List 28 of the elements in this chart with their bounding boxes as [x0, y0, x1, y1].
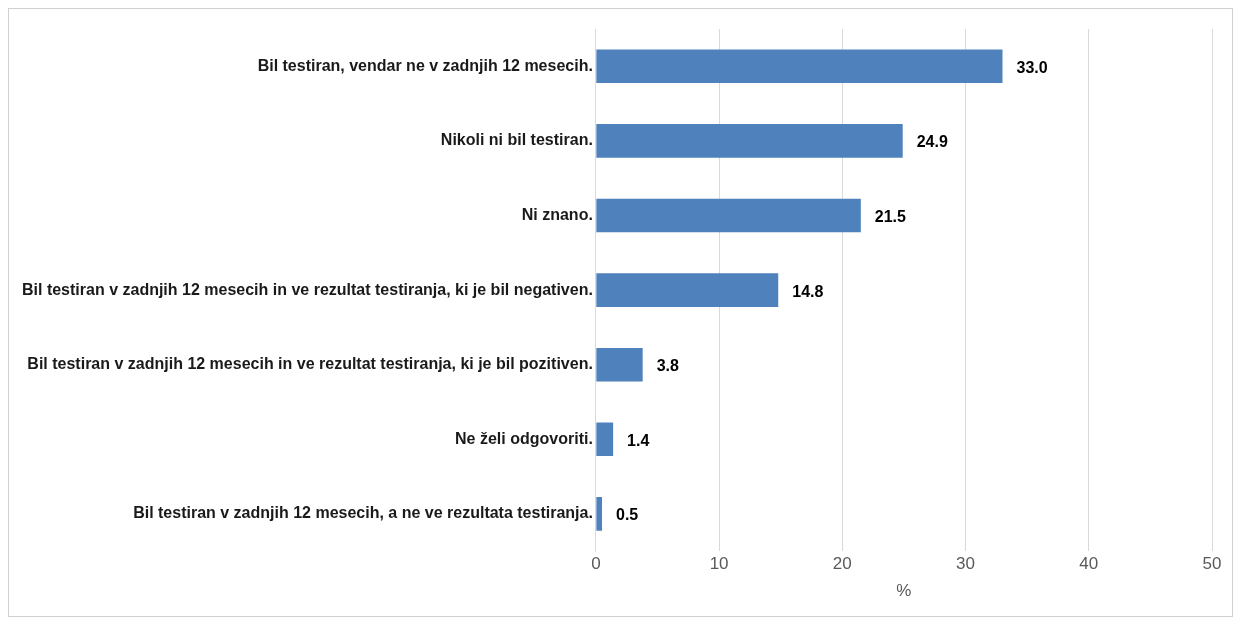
x-tick-label: 20 — [832, 554, 852, 574]
x-tick-label: 50 — [1202, 554, 1222, 574]
y-tick-label: Ne želi odgovoriti. — [455, 429, 593, 447]
data-label: 14.8 — [792, 282, 824, 300]
bar — [596, 198, 861, 233]
x-tick-label: 0 — [591, 554, 601, 574]
bar — [596, 347, 643, 382]
x-axis-title: % — [896, 581, 912, 601]
bar — [596, 422, 614, 457]
data-label: 33.0 — [1016, 58, 1048, 76]
data-label: 24.9 — [916, 133, 948, 151]
x-tick-label: 30 — [956, 554, 975, 574]
y-tick-label: Ni znano. — [521, 205, 593, 223]
bar — [596, 49, 1003, 84]
y-tick-label: Bil testiran v zadnjih 12 mesecih in ve rezultat testiranja, ki je bil pozitiven. — [27, 355, 593, 373]
x-tick-label: 10 — [709, 554, 729, 574]
data-label: 0.5 — [616, 506, 639, 524]
y-tick-label: Bil testiran v zadnjih 12 mesecih, a ne ve rezultata testiranja. — [133, 504, 593, 522]
bar — [596, 497, 603, 531]
data-label: 3.8 — [656, 357, 680, 375]
data-label: 21.5 — [874, 207, 907, 225]
bar — [596, 273, 779, 307]
x-tick-label: 40 — [1079, 554, 1099, 574]
data-label: 1.4 — [627, 431, 650, 449]
bar — [596, 124, 903, 158]
y-tick-label: Bil testiran v zadnjih 12 mesecih in ve rezultat testiranja, ki je bil negativen. — [22, 280, 593, 298]
y-tick-label: Bil testiran, vendar ne v zadnjih 12 mesecih. — [257, 56, 593, 74]
y-tick-label: Nikoli ni bil testiran. — [440, 131, 593, 149]
